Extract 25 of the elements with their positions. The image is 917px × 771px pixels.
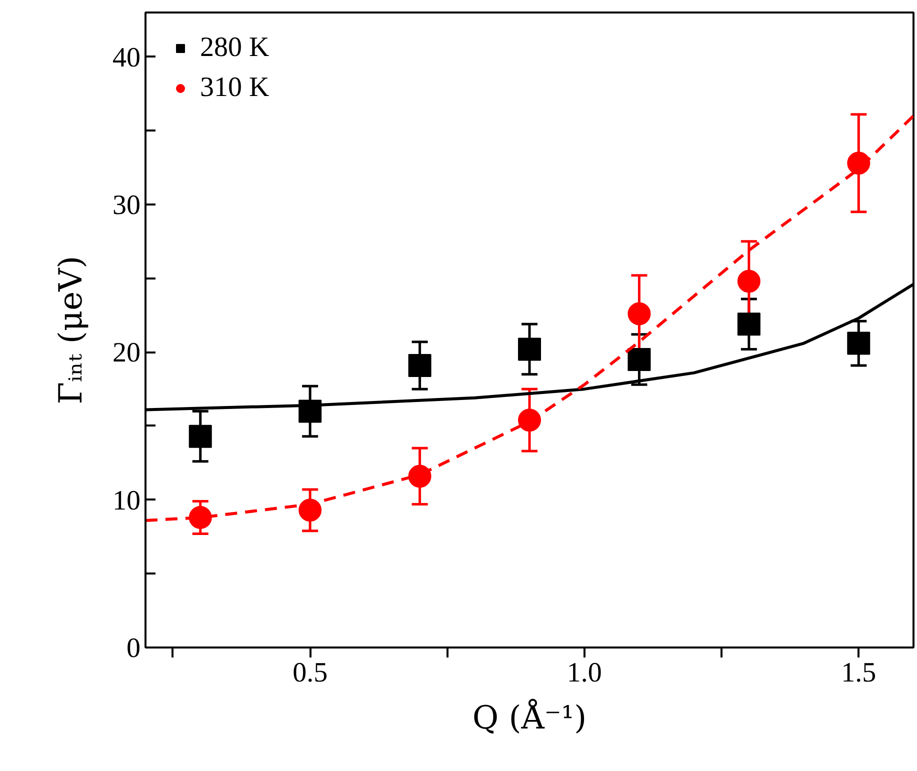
point xyxy=(518,408,541,432)
y-tick-label: 30 xyxy=(112,190,140,221)
legend-label: 310 K xyxy=(200,72,270,104)
y-tick-label: 20 xyxy=(112,338,140,369)
point xyxy=(298,498,322,522)
y-axis-title: Γᵢₙₜ (μeV) xyxy=(52,256,90,404)
x-tick-label: 0.5 xyxy=(292,658,328,688)
point xyxy=(408,354,432,377)
point xyxy=(847,332,870,355)
point xyxy=(628,302,651,326)
y-tick-label: 40 xyxy=(112,42,140,74)
point xyxy=(628,348,651,372)
point xyxy=(518,338,541,361)
point xyxy=(847,152,870,175)
point xyxy=(408,464,432,488)
y-tick-label: 10 xyxy=(112,485,140,516)
x-tick-label: 1.5 xyxy=(841,658,876,688)
x-tick-label: 1.0 xyxy=(566,658,602,688)
y-tick-label: 0 xyxy=(126,633,140,664)
point xyxy=(737,270,760,293)
point xyxy=(737,312,760,336)
point xyxy=(188,506,212,530)
point xyxy=(188,424,212,448)
legend-label: 280 K xyxy=(200,32,270,64)
x-axis-title: Q (Å⁻¹) xyxy=(472,698,587,736)
